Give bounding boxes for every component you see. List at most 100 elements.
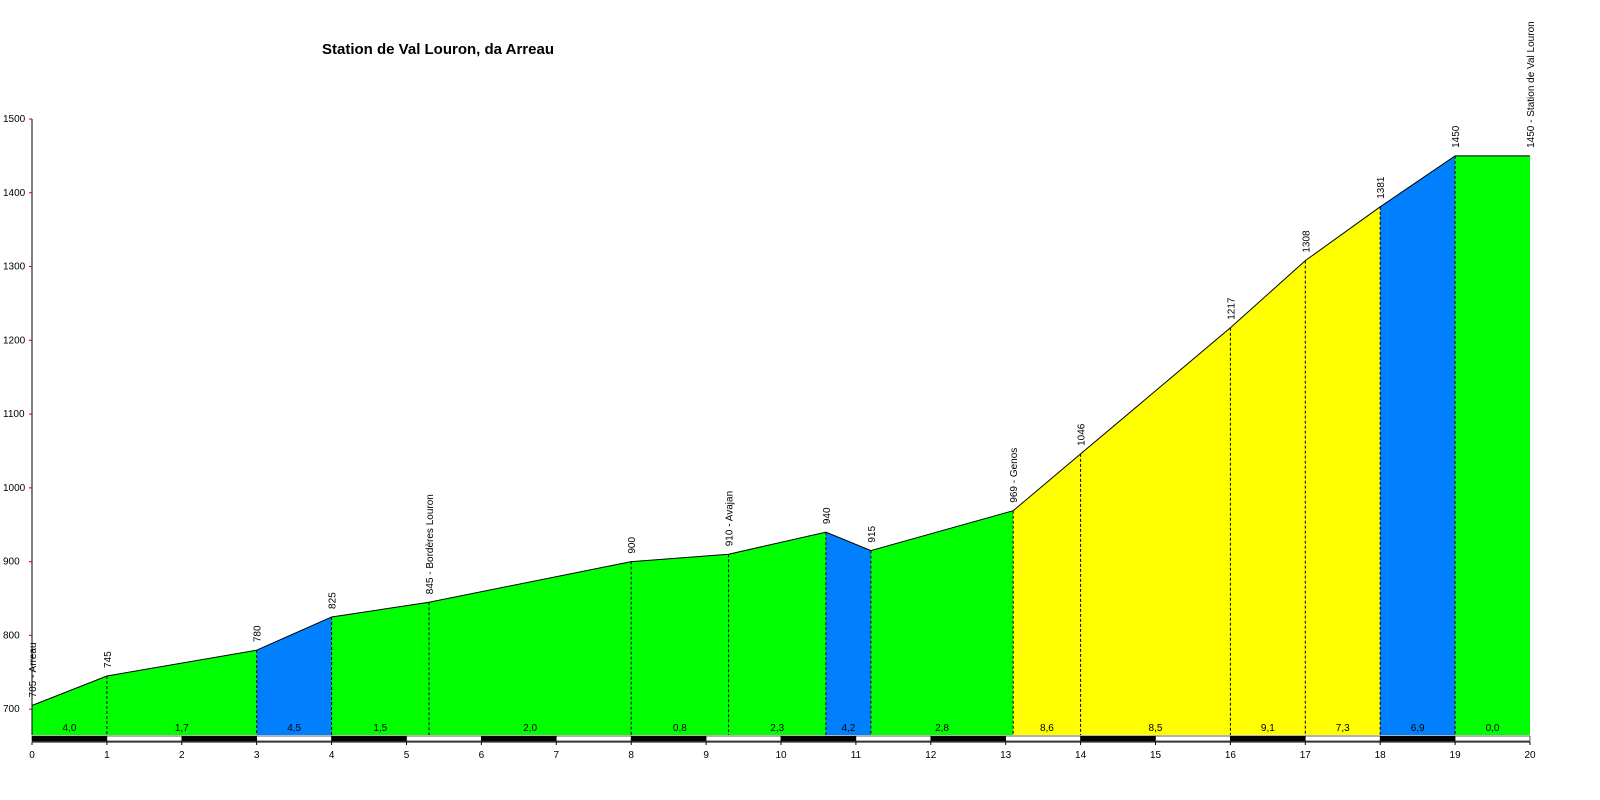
y-tick-label-700: 700 (3, 704, 20, 715)
gradient-label-8: 4,2 (841, 723, 855, 734)
gradient-labels: 4,0 1,7 4,5 1,5 2,0 0,8 2,3 4,2 2,8 8,6 8,5 9,1 7,3 6… (62, 723, 1499, 734)
km-bar-5 (331, 735, 407, 742)
elevation-label-6: 900 (627, 537, 638, 554)
elevation-label-16: 1450 - Station de Val Louron (1526, 21, 1537, 148)
elevation-label-5: 845 - Bordères Louron (425, 494, 436, 594)
km-bar-9 (630, 735, 707, 742)
x-tick-label-0: 0 (29, 750, 35, 761)
km-bar-16 (1155, 735, 1231, 742)
profile-line-group (31, 155, 1530, 706)
x-tick-label-17: 17 (1300, 750, 1312, 761)
gradient-label-1: 4,0 (62, 723, 76, 734)
segment-fill-12 (1230, 260, 1306, 735)
profile-line (31, 155, 1530, 706)
x-tick-label-12: 12 (925, 750, 937, 761)
km-bar-3 (181, 735, 258, 742)
gradient-label-7: 2,3 (770, 723, 784, 734)
gradient-label-4: 1,5 (373, 723, 387, 734)
y-tick-label-1400: 1400 (3, 188, 26, 199)
km-bar-1 (31, 735, 108, 742)
x-tick-label-18: 18 (1375, 750, 1387, 761)
gradient-segment-fills (32, 155, 1530, 736)
gradient-label-14: 6,9 (1411, 723, 1425, 734)
tick-labels: 700 800 900 1000 1100 1200 1300 1400 1500 0 1 2 3 4 5 6… (3, 114, 1536, 761)
km-bar-18 (1305, 735, 1381, 742)
km-bar-13 (930, 735, 1006, 742)
x-tick-label-2: 2 (179, 750, 185, 761)
gradient-label-9: 2,8 (935, 723, 949, 734)
segment-fill-4 (331, 602, 429, 735)
segment-fill-1 (32, 675, 107, 735)
y-tick-label-1300: 1300 (3, 262, 26, 273)
km-bar-8 (555, 735, 632, 742)
y-tick-label-800: 800 (3, 630, 20, 641)
km-bar-2 (106, 735, 183, 742)
x-tick-label-4: 4 (329, 750, 335, 761)
elevation-label-12: 1217 (1226, 297, 1237, 320)
axes (29, 118, 1531, 745)
segment-fill-8 (825, 532, 871, 735)
elevation-label-13: 1308 (1301, 230, 1312, 253)
km-bar-7 (481, 735, 557, 742)
y-tick-label-1100: 1100 (3, 409, 25, 420)
elevation-point-labels: 705 - Arreau 745 780 825 845 - Bordères Lour… (28, 21, 1537, 697)
gradient-label-6: 0,8 (673, 723, 687, 734)
elevation-label-14: 1381 (1376, 176, 1387, 199)
segment-fill-11 (1080, 327, 1231, 735)
gradient-label-5: 2,0 (523, 723, 537, 734)
gradient-label-13: 7,3 (1336, 723, 1350, 734)
km-bar-6 (406, 735, 482, 742)
km-bar-11 (780, 735, 857, 742)
elevation-label-3: 780 (253, 625, 264, 642)
elevation-label-7: 910 - Avajan (725, 491, 736, 546)
y-tick-label-1500: 1500 (3, 114, 26, 125)
km-bar-14 (1005, 735, 1081, 742)
km-bar-4 (256, 735, 332, 742)
x-tick-label-20: 20 (1524, 750, 1536, 761)
gradient-label-12: 9,1 (1261, 723, 1275, 734)
elevation-label-15: 1450 (1451, 125, 1462, 148)
km-bar-12 (855, 735, 932, 742)
km-bar-17 (1230, 735, 1306, 742)
x-tick-label-3: 3 (254, 750, 260, 761)
x-tick-label-16: 16 (1225, 750, 1237, 761)
elevation-label-10: 969 - Genos (1009, 448, 1020, 503)
x-tick-label-19: 19 (1450, 750, 1462, 761)
x-tick-label-15: 15 (1150, 750, 1162, 761)
gradient-label-10: 8,6 (1040, 723, 1054, 734)
x-tick-label-14: 14 (1075, 750, 1087, 761)
elevation-label-1: 705 - Arreau (28, 642, 39, 697)
segment-fill-9 (870, 510, 1014, 735)
gradient-label-2: 1,7 (175, 723, 189, 734)
km-bar-15 (1080, 735, 1156, 742)
segment-fill-5 (428, 561, 632, 735)
gradient-label-11: 8,5 (1149, 723, 1163, 734)
y-tick-label-900: 900 (3, 557, 20, 568)
segment-fill-6 (631, 554, 729, 735)
x-tick-label-13: 13 (1000, 750, 1012, 761)
elevation-label-9: 915 (867, 525, 878, 542)
x-tick-label-11: 11 (851, 750, 862, 761)
x-tick-label-10: 10 (775, 750, 787, 761)
gradient-label-15: 0,0 (1486, 723, 1500, 734)
segment-dividers (106, 155, 1456, 735)
elevation-label-11: 1046 (1077, 423, 1088, 446)
segment-fill-2 (106, 650, 257, 735)
km-bar-20 (1454, 735, 1531, 742)
km-bar-10 (705, 735, 782, 742)
elevation-label-4: 825 (328, 592, 339, 609)
segment-fill-14 (1380, 155, 1456, 735)
x-tick-label-8: 8 (628, 750, 634, 761)
km-bar-19 (1379, 735, 1456, 742)
segment-fill-13 (1305, 206, 1381, 736)
x-tick-label-5: 5 (404, 750, 410, 761)
y-tick-label-1200: 1200 (3, 335, 26, 346)
elevation-label-2: 745 (103, 651, 114, 668)
x-tick-label-7: 7 (554, 750, 560, 761)
x-tick-label-6: 6 (479, 750, 485, 761)
gradient-label-3: 4,5 (287, 723, 301, 734)
elevation-label-8: 940 (822, 507, 833, 524)
segment-fill-15 (1455, 155, 1530, 735)
y-tick-label-1000: 1000 (3, 483, 26, 494)
